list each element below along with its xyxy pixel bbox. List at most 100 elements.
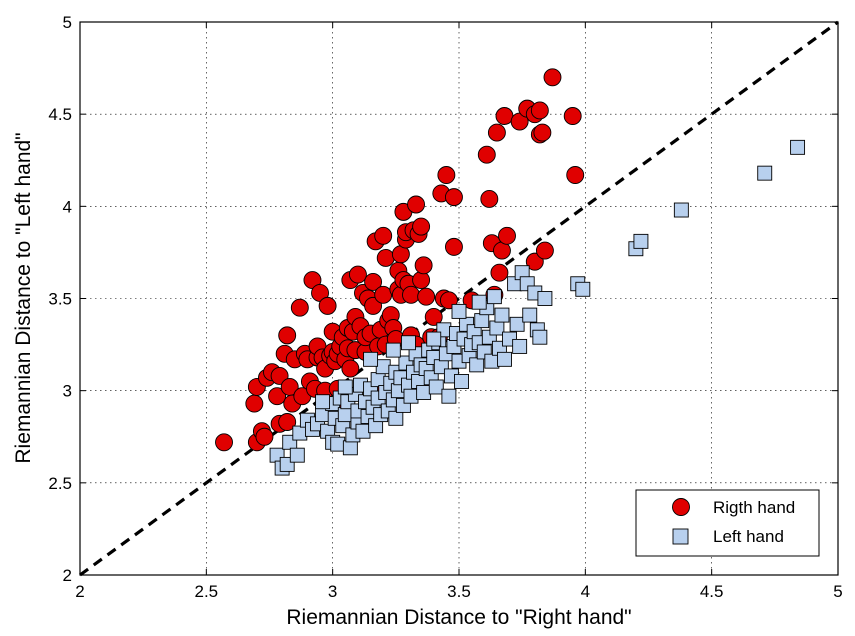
point-left-hand (522, 307, 538, 323)
point-right-hand (348, 265, 367, 284)
point-left-hand (289, 447, 305, 463)
diagonal-dashed-line (79, 20, 839, 577)
point-left-hand (355, 423, 371, 439)
y-tick-label: 4.5 (48, 105, 72, 124)
point-left-hand (532, 329, 548, 345)
point-right-hand (414, 256, 433, 275)
legend-box (635, 489, 820, 557)
point-left-hand (403, 388, 419, 404)
point-right-hand (376, 248, 395, 267)
point-right-hand (270, 366, 289, 385)
point-left-hand (337, 407, 353, 423)
point-left-hand (497, 351, 512, 367)
y-tick-label: 3 (63, 382, 72, 401)
point-left-hand (469, 357, 485, 373)
y-tick-label: 5 (63, 13, 72, 32)
point-right-hand (402, 285, 420, 304)
legend-marker-right-hand (672, 498, 690, 516)
x-tick-label: 3.5 (447, 582, 471, 601)
point-left-hand (370, 372, 386, 388)
point-left-hand (385, 342, 401, 358)
point-right-hand (255, 427, 274, 446)
point-left-hand (426, 331, 442, 347)
point-left-hand (441, 388, 457, 404)
point-right-hand (278, 413, 297, 431)
point-right-hand (318, 296, 337, 315)
y-tick-label: 4 (63, 197, 72, 216)
y-tick-label: 2 (63, 566, 72, 585)
point-right-hand (374, 285, 393, 304)
point-right-hand (341, 359, 360, 378)
reference-line (79, 20, 839, 577)
y-axis-label: Riemannian Distance to "Left hand" (12, 132, 35, 463)
point-right-hand (215, 433, 233, 452)
point-left-hand (486, 289, 502, 305)
point-right-hand (412, 217, 431, 236)
point-left-hand (471, 294, 487, 310)
x-tick-label: 4 (581, 582, 590, 601)
point-left-hand (489, 320, 505, 336)
x-tick-label: 3 (328, 582, 337, 601)
legend-marker-left-hand (672, 528, 689, 545)
point-right-hand (268, 387, 287, 406)
point-left-hand (401, 335, 416, 351)
point-right-hand (364, 272, 383, 291)
series-right-hand (215, 68, 585, 452)
point-right-hand (495, 107, 514, 125)
point-right-hand (533, 123, 552, 142)
point-left-hand (575, 281, 591, 297)
point-right-hand (424, 307, 443, 326)
point-left-hand (292, 425, 308, 441)
point-right-hand (444, 237, 463, 256)
point-right-hand (477, 145, 496, 164)
point-right-hand (490, 263, 509, 282)
legend: Rigth hand Left hand (635, 489, 820, 557)
point-left-hand (673, 202, 689, 218)
point-right-hand (278, 326, 297, 345)
point-right-hand (498, 226, 516, 245)
point-left-hand (474, 313, 490, 329)
x-tick-label: 4.5 (700, 582, 724, 601)
point-left-hand (633, 233, 649, 249)
point-left-hand (363, 351, 379, 367)
y-tick-label: 2.5 (48, 474, 72, 493)
x-tick-label: 2 (75, 582, 84, 601)
point-left-hand (494, 307, 510, 323)
point-left-hand (537, 291, 553, 306)
point-left-hand (757, 165, 773, 181)
point-left-hand (375, 359, 391, 375)
point-left-hand (454, 374, 469, 389)
point-right-hand (480, 190, 499, 208)
point-left-hand (342, 440, 358, 456)
point-right-hand (374, 226, 393, 245)
point-left-hand (416, 385, 432, 400)
x-axis-label: Riemannian Distance to "Right hand" (286, 606, 631, 629)
point-right-hand (563, 107, 582, 125)
series-left-hand (269, 139, 806, 476)
point-left-hand (315, 394, 331, 410)
point-right-hand (437, 166, 456, 184)
point-left-hand (484, 353, 500, 369)
point-left-hand (512, 338, 528, 354)
point-right-hand (417, 287, 436, 306)
x-tick-label: 2.5 (195, 582, 219, 601)
point-right-hand (407, 195, 425, 214)
y-tick-label: 3.5 (48, 290, 72, 309)
point-right-hand (364, 296, 383, 315)
x-tick-label: 5 (833, 582, 842, 601)
point-right-hand (566, 166, 585, 184)
point-left-hand (790, 139, 806, 155)
point-right-hand (530, 101, 549, 120)
legend-label-left-hand: Left hand (713, 527, 784, 546)
point-left-hand (428, 379, 444, 395)
legend-label-right-hand: Rigth hand (713, 498, 795, 517)
point-right-hand (290, 298, 309, 317)
point-left-hand (509, 316, 525, 332)
point-left-hand (337, 379, 353, 395)
ticks: 2 2.5 3 3.5 4 4.5 5 2 2.5 3 3.5 4 4.5 5 (48, 13, 842, 601)
point-right-hand (487, 123, 506, 142)
point-right-hand (412, 271, 431, 290)
point-right-hand (444, 188, 463, 207)
point-right-hand (535, 241, 554, 260)
